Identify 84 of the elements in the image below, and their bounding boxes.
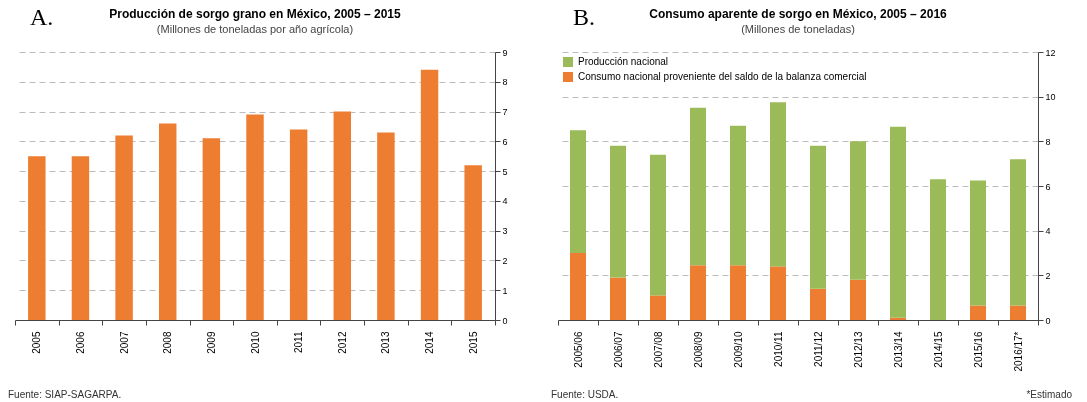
bar <box>570 130 586 253</box>
x-tick-label: 2010/11 <box>772 331 784 367</box>
bar <box>289 129 308 320</box>
chart-title: Producción de sorgo grano en México, 2005 – 2015 <box>109 7 402 21</box>
x-tick-label: 2013 <box>380 331 392 354</box>
x-tick-label: 2007 <box>118 331 130 354</box>
chart-subtitle: (Millones de toneladas) <box>741 23 855 35</box>
x-tick-label: 2011/12 <box>812 331 824 367</box>
text: B. <box>573 4 596 31</box>
bar <box>1010 305 1026 320</box>
x-tick-label: 2015/16 <box>972 331 984 368</box>
bar <box>850 141 866 280</box>
y-tick-label: 6 <box>1045 181 1051 192</box>
x-tick-label: 2006/07 <box>612 331 624 368</box>
x-tick-label: 2013/14 <box>892 331 904 368</box>
y-tick-label: 3 <box>502 226 508 237</box>
legend-label: Producción nacional <box>578 56 669 67</box>
bar <box>770 266 786 320</box>
chart-title: Consumo aparente de sorgo en México, 2005 – 2016 <box>649 7 948 21</box>
x-tick-label: 2011 <box>293 331 305 354</box>
bar <box>810 288 826 320</box>
y-tick-label: 6 <box>502 136 508 147</box>
bar <box>850 279 866 320</box>
y-tick-label: 4 <box>1045 226 1051 237</box>
x-tick-label: 2008 <box>162 331 174 354</box>
bar <box>770 102 786 267</box>
y-tick-label: 10 <box>1045 92 1056 103</box>
y-tick-label: 8 <box>1045 136 1051 147</box>
x-tick-label: 2012 <box>336 331 348 354</box>
bar <box>650 295 666 320</box>
bar <box>690 265 706 320</box>
x-tick-label: 2016/17* <box>1012 331 1024 372</box>
bar <box>890 126 906 318</box>
x-tick-label: 2012/13 <box>852 331 864 368</box>
text: A. <box>30 4 54 31</box>
bar <box>71 156 90 320</box>
legend-label: Consumo nacional proveniente del saldo de la balanza comercial <box>578 71 867 82</box>
bar <box>930 179 946 320</box>
source-note: Fuente: USDA. <box>551 389 619 400</box>
bar <box>420 69 439 320</box>
text: *Estimado <box>1026 389 1072 400</box>
bar <box>570 253 586 320</box>
x-tick-label: 2005/06 <box>572 331 584 368</box>
bar <box>690 107 706 266</box>
y-tick-label: 0 <box>502 315 508 326</box>
bar <box>1010 159 1026 306</box>
bar <box>246 114 264 320</box>
x-tick-label: 2007/08 <box>652 331 664 368</box>
chart-subtitle: (Millones de toneladas por año agrícola) <box>156 23 354 35</box>
x-tick-label: 2008/09 <box>692 331 704 368</box>
bar <box>650 154 666 296</box>
y-tick-label: 4 <box>502 196 508 207</box>
bar <box>730 265 746 320</box>
y-tick-label: 9 <box>502 47 508 58</box>
x-tick-label: 2015 <box>467 331 479 354</box>
bar <box>202 138 221 320</box>
x-tick-label: 2005 <box>31 331 43 354</box>
bar <box>970 305 986 320</box>
bar <box>970 180 986 306</box>
x-tick-label: 2009/10 <box>732 331 744 368</box>
y-tick-label: 8 <box>502 77 508 88</box>
y-tick-label: 5 <box>502 166 508 177</box>
bar <box>159 123 177 320</box>
y-tick-label: 7 <box>502 107 508 118</box>
x-tick-label: 2014/15 <box>932 331 944 368</box>
x-tick-label: 2014 <box>424 331 436 354</box>
y-tick-label: 2 <box>502 255 508 266</box>
bar <box>464 165 482 320</box>
bar <box>730 125 746 266</box>
bar <box>333 111 351 320</box>
bar <box>610 145 626 278</box>
x-tick-label: 2009 <box>205 331 217 354</box>
bar <box>115 135 133 320</box>
y-tick-label: 1 <box>502 285 508 296</box>
bar <box>28 156 46 320</box>
bar <box>610 277 626 320</box>
bar <box>810 145 826 289</box>
x-tick-label: 2006 <box>74 331 86 354</box>
x-tick-label: 2010 <box>249 331 261 354</box>
bar <box>377 132 395 320</box>
y-tick-label: 2 <box>1045 270 1051 281</box>
y-tick-label: 0 <box>1045 315 1051 326</box>
source-note: Fuente: SIAP-SAGARPA. <box>8 389 122 400</box>
y-tick-label: 12 <box>1045 47 1056 58</box>
